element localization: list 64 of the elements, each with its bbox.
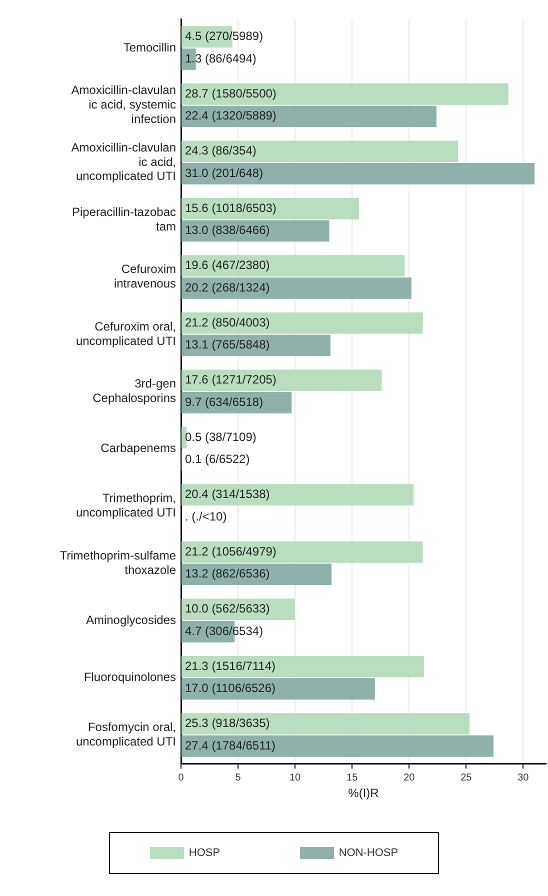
data-label: 10.0 (562/5633) bbox=[185, 602, 270, 616]
y-tick-label: Aminoglycosides bbox=[86, 612, 176, 627]
bar bbox=[182, 162, 535, 184]
bar bbox=[182, 140, 458, 162]
bar bbox=[182, 255, 405, 277]
bar bbox=[182, 426, 187, 448]
data-label: 15.6 (1018/6503) bbox=[185, 200, 276, 215]
data-label: 20.2 (268/1324) bbox=[185, 280, 270, 294]
x-tick-label: 5 bbox=[235, 772, 242, 784]
y-tick-label: Cefuroxim intravenous bbox=[114, 262, 176, 291]
y-tick-label: Amoxicillin-clavulan ic acid, systemic infection bbox=[71, 83, 176, 126]
y-tick-label: Fluoroquinolones bbox=[84, 670, 176, 684]
bar bbox=[182, 83, 508, 105]
data-label: 28.7 (1580/5500) bbox=[185, 86, 276, 100]
y-tick-label: Amoxicillin-clavulan ic acid, uncomplicated UTI bbox=[71, 140, 176, 184]
y-tick-label: Carbapenems bbox=[100, 441, 176, 456]
x-tick-label: 10 bbox=[290, 772, 302, 784]
bar bbox=[182, 656, 424, 678]
bar bbox=[182, 541, 423, 563]
bar bbox=[182, 198, 359, 220]
data-label: 24.3 (86/354) bbox=[185, 144, 256, 158]
bar bbox=[182, 484, 414, 506]
bar bbox=[182, 277, 412, 299]
bar bbox=[182, 735, 494, 757]
legend-label: HOSP bbox=[188, 847, 220, 859]
data-label: 13.2 (862/6536) bbox=[185, 566, 270, 581]
data-label: 13.1 (765/5848) bbox=[185, 338, 270, 352]
data-label: 0.1 (6/6522) bbox=[185, 452, 250, 466]
data-label: 22.4 (1320/5889) bbox=[185, 108, 276, 123]
data-label: 17.6 (1271/7205) bbox=[185, 372, 276, 387]
y-tick-label: Cefuroxim oral, uncomplicated UTI bbox=[76, 319, 176, 348]
text: . (./<10) bbox=[185, 509, 227, 524]
bar bbox=[182, 713, 470, 735]
x-tick-label: 20 bbox=[404, 772, 416, 784]
data-label: 31.0 (201/648) bbox=[185, 166, 264, 180]
y-tick-label: 3rd-gen Cephalosporins bbox=[92, 376, 176, 406]
x-tick-label: 25 bbox=[460, 772, 472, 784]
x-tick-label: 30 bbox=[518, 772, 530, 784]
y-tick-label: Temocillin bbox=[123, 40, 176, 54]
data-label: 9.7 (634/6518) bbox=[185, 394, 264, 409]
bar bbox=[182, 370, 382, 392]
y-tick-label: Trimethoprim, uncomplicated UTI bbox=[76, 491, 176, 520]
x-axis-title: %(I)R bbox=[348, 786, 380, 800]
bar bbox=[182, 106, 436, 128]
data-label: 25.3 (918/3635) bbox=[185, 716, 270, 730]
bar bbox=[182, 678, 375, 700]
bar bbox=[182, 312, 423, 334]
legend-label: NON-HOSP bbox=[338, 847, 398, 859]
y-tick-label: Piperacillin-tazobac tam bbox=[72, 204, 176, 234]
data-label: 0.5 (38/7109) bbox=[185, 430, 256, 444]
y-tick-label: Fosfomycin oral, uncomplicated UTI bbox=[76, 720, 176, 748]
bar bbox=[182, 334, 330, 356]
data-label: 17.0 (1106/6526) bbox=[185, 681, 276, 696]
data-label: 21.3 (1516/7114) bbox=[185, 658, 276, 673]
data-label: 21.2 (850/4003) bbox=[185, 315, 270, 330]
data-label: 21.2 (1056/4979) bbox=[185, 544, 276, 558]
data-label: 19.6 (467/2380) bbox=[185, 258, 270, 272]
x-tick-label: 15 bbox=[346, 772, 358, 784]
y-tick-label: Trimethoprim-sulfame thoxazole bbox=[60, 548, 176, 577]
x-tick-label: 0 bbox=[178, 772, 184, 784]
data-label: 13.0 (838/6466) bbox=[185, 223, 270, 238]
data-label: 4.5 (270/5989) bbox=[185, 29, 264, 44]
data-label: 27.4 (1784/6511) bbox=[185, 738, 276, 752]
data-label: 20.4 (314/1538) bbox=[185, 487, 270, 502]
